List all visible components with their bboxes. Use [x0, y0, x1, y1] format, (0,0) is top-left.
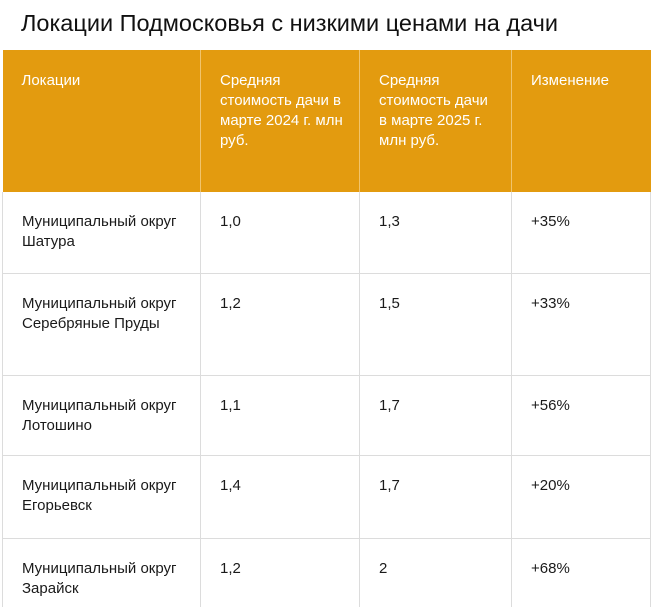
table-row: Муниципальный округ Шатура 1,0 1,3 +35% [2, 192, 651, 274]
cell-price-2025: 1,5 [359, 273, 512, 376]
cell-location: Муниципальный округ Шатура [2, 192, 201, 274]
cell-price-2025: 1,7 [359, 455, 512, 539]
cell-change: +56% [511, 375, 651, 456]
cell-price-2024: 1,2 [200, 273, 360, 376]
table-row: Муниципальный округ Лотошино 1,1 1,7 +56… [2, 375, 651, 456]
cell-change: +33% [511, 273, 651, 376]
header-price-2024: Средняя стоимость дачи в марте 2024 г. м… [200, 50, 360, 192]
cell-price-2024: 1,0 [200, 192, 360, 274]
cell-change: +35% [511, 192, 651, 274]
cell-price-2024: 1,1 [200, 375, 360, 456]
table-row: Муниципальный округ Серебряные Пруды 1,2… [2, 273, 651, 376]
cell-price-2025: 1,3 [359, 192, 512, 274]
cell-price-2024: 1,2 [200, 538, 360, 607]
cell-change: +20% [511, 455, 651, 539]
cell-change: +68% [511, 538, 651, 607]
table-header-row: Локации Средняя стоимость дачи в марте 2… [2, 50, 651, 192]
table-row: Муниципальный округ Зарайск 1,2 2 +68% [2, 538, 651, 607]
prices-table: Локации Средняя стоимость дачи в марте 2… [2, 50, 651, 607]
header-price-2025: Средняя стоимость дачи в марте 2025 г. м… [359, 50, 512, 192]
cell-location: Муниципальный округ Зарайск [2, 538, 201, 607]
page-title: Локации Подмосковья с низкими ценами на … [21, 10, 559, 36]
cell-location: Муниципальный округ Егорьевск [2, 455, 201, 539]
header-change: Изменение [511, 50, 651, 192]
table-row: Муниципальный округ Егорьевск 1,4 1,7 +2… [2, 455, 651, 539]
cell-location: Муниципальный округ Серебряные Пруды [2, 273, 201, 376]
cell-price-2025: 2 [359, 538, 512, 607]
header-location: Локации [2, 50, 201, 192]
cell-price-2025: 1,7 [359, 375, 512, 456]
cell-location: Муниципальный округ Лотошино [2, 375, 201, 456]
cell-price-2024: 1,4 [200, 455, 360, 539]
